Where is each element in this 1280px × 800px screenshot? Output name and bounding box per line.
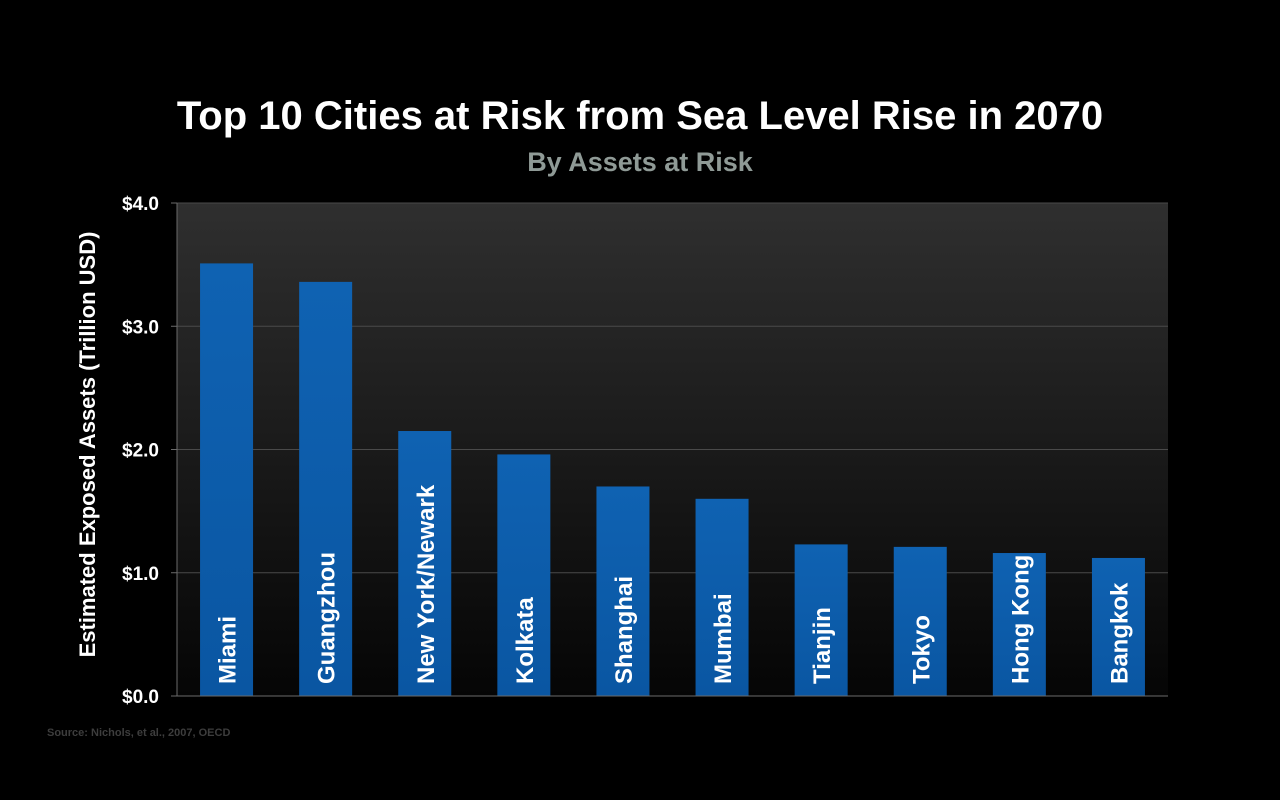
y-tick-label: $4.0 — [122, 194, 159, 215]
bar-hong-kong — [992, 553, 1046, 696]
bar-category-label: Bangkok — [1106, 582, 1133, 684]
bar-category-label: Mumbai — [710, 593, 737, 684]
y-tick-label: $1.0 — [122, 564, 159, 585]
bar-shanghai — [596, 486, 650, 696]
bar-category-label: Miami — [215, 616, 242, 684]
bar-category-label: Tokyo — [908, 615, 935, 684]
y-tick-label: $2.0 — [122, 441, 159, 462]
bar-kolkata — [497, 454, 551, 696]
bar-tianjin — [794, 544, 848, 696]
bar-category-label: Kolkata — [512, 597, 539, 684]
bar-category-label: Guangzhou — [314, 552, 341, 684]
y-tick-label: $0.0 — [122, 687, 159, 708]
chart-title: Top 10 Cities at Risk from Sea Level Ris… — [176, 94, 1104, 138]
y-axis-title: Estimated Exposed Assets (Trillion USD) — [75, 232, 100, 658]
bar-tokyo — [893, 546, 947, 696]
y-tick-label: $3.0 — [122, 317, 159, 338]
bars: Miami Guangzhou New York/Newark Kolkata Shan… — [200, 263, 1145, 696]
bar-new-york-newark — [398, 431, 452, 696]
axes: $0.0 $1.0 $2.0 $3.0 $4.0 — [122, 194, 1168, 708]
bar-category-label: Shanghai — [611, 576, 638, 684]
bar-mumbai — [695, 498, 749, 696]
bar-category-label: Tianjin — [809, 607, 836, 684]
bar-guangzhou — [299, 281, 353, 696]
source-note: Source: Nichols, et al., 2007, OECD — [47, 727, 231, 739]
bar-category-label: New York/Newark — [413, 484, 440, 684]
bar-bangkok — [1091, 557, 1145, 696]
chart-subtitle: By Assets at Risk — [527, 147, 753, 177]
bar-miami — [200, 263, 254, 696]
bar-category-label: Hong Kong — [1007, 555, 1034, 684]
